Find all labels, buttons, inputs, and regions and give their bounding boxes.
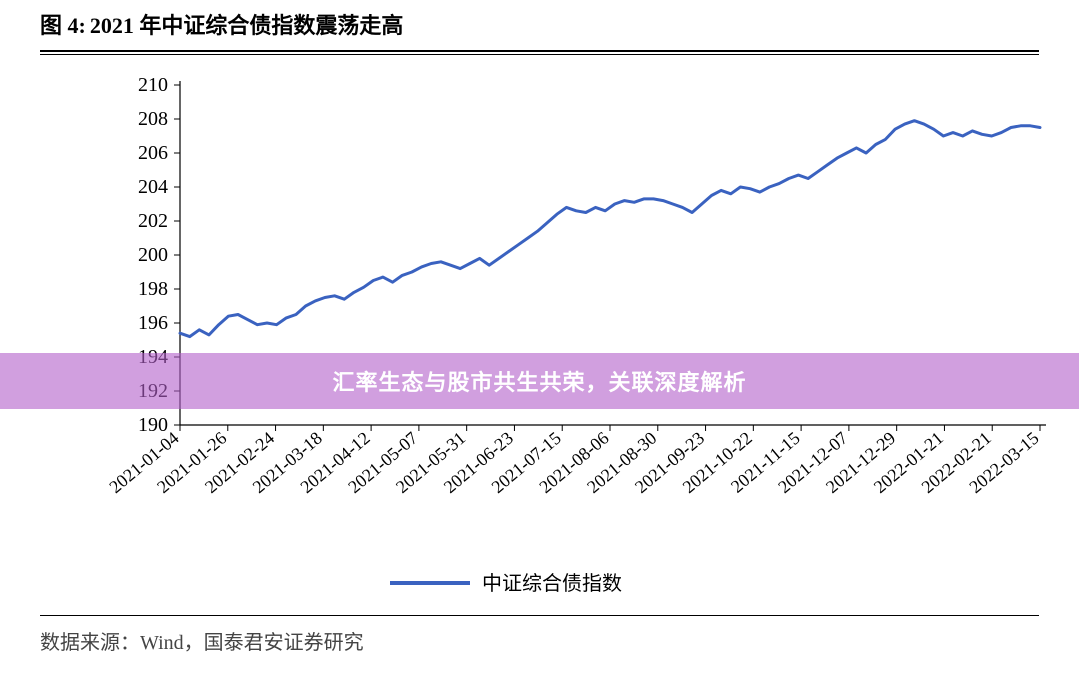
data-source: 数据来源：Wind，国泰君安证券研究 [0,616,1079,655]
y-axis-tick-label: 196 [138,312,168,334]
line-chart: 1901921941961982002022042062082102021-01… [0,55,1079,615]
chart-container: 1901921941961982002022042062082102021-01… [0,55,1079,615]
legend-label: 中证综合债指数 [482,572,622,595]
y-axis-tick-label: 210 [138,74,168,96]
y-axis-tick-label: 200 [138,244,168,266]
y-axis-tick-label: 202 [138,210,168,232]
y-axis-tick-label: 206 [138,142,168,164]
y-axis-tick-label: 204 [138,176,168,198]
figure-title: 2021 年中证综合债指数震荡走高 [90,13,404,38]
y-axis-tick-label: 208 [138,108,168,130]
y-axis-tick-label: 198 [138,278,168,300]
figure-header: 图 4: 2021 年中证综合债指数震荡走高 [0,0,1079,46]
figure-label: 图 4: [40,13,86,38]
header-rule-thick [40,50,1039,52]
data-series-line [180,121,1040,337]
overlay-band: 汇率生态与股市共生共荣，关联深度解析 [0,353,1079,409]
overlay-text: 汇率生态与股市共生共荣，关联深度解析 [332,365,746,397]
